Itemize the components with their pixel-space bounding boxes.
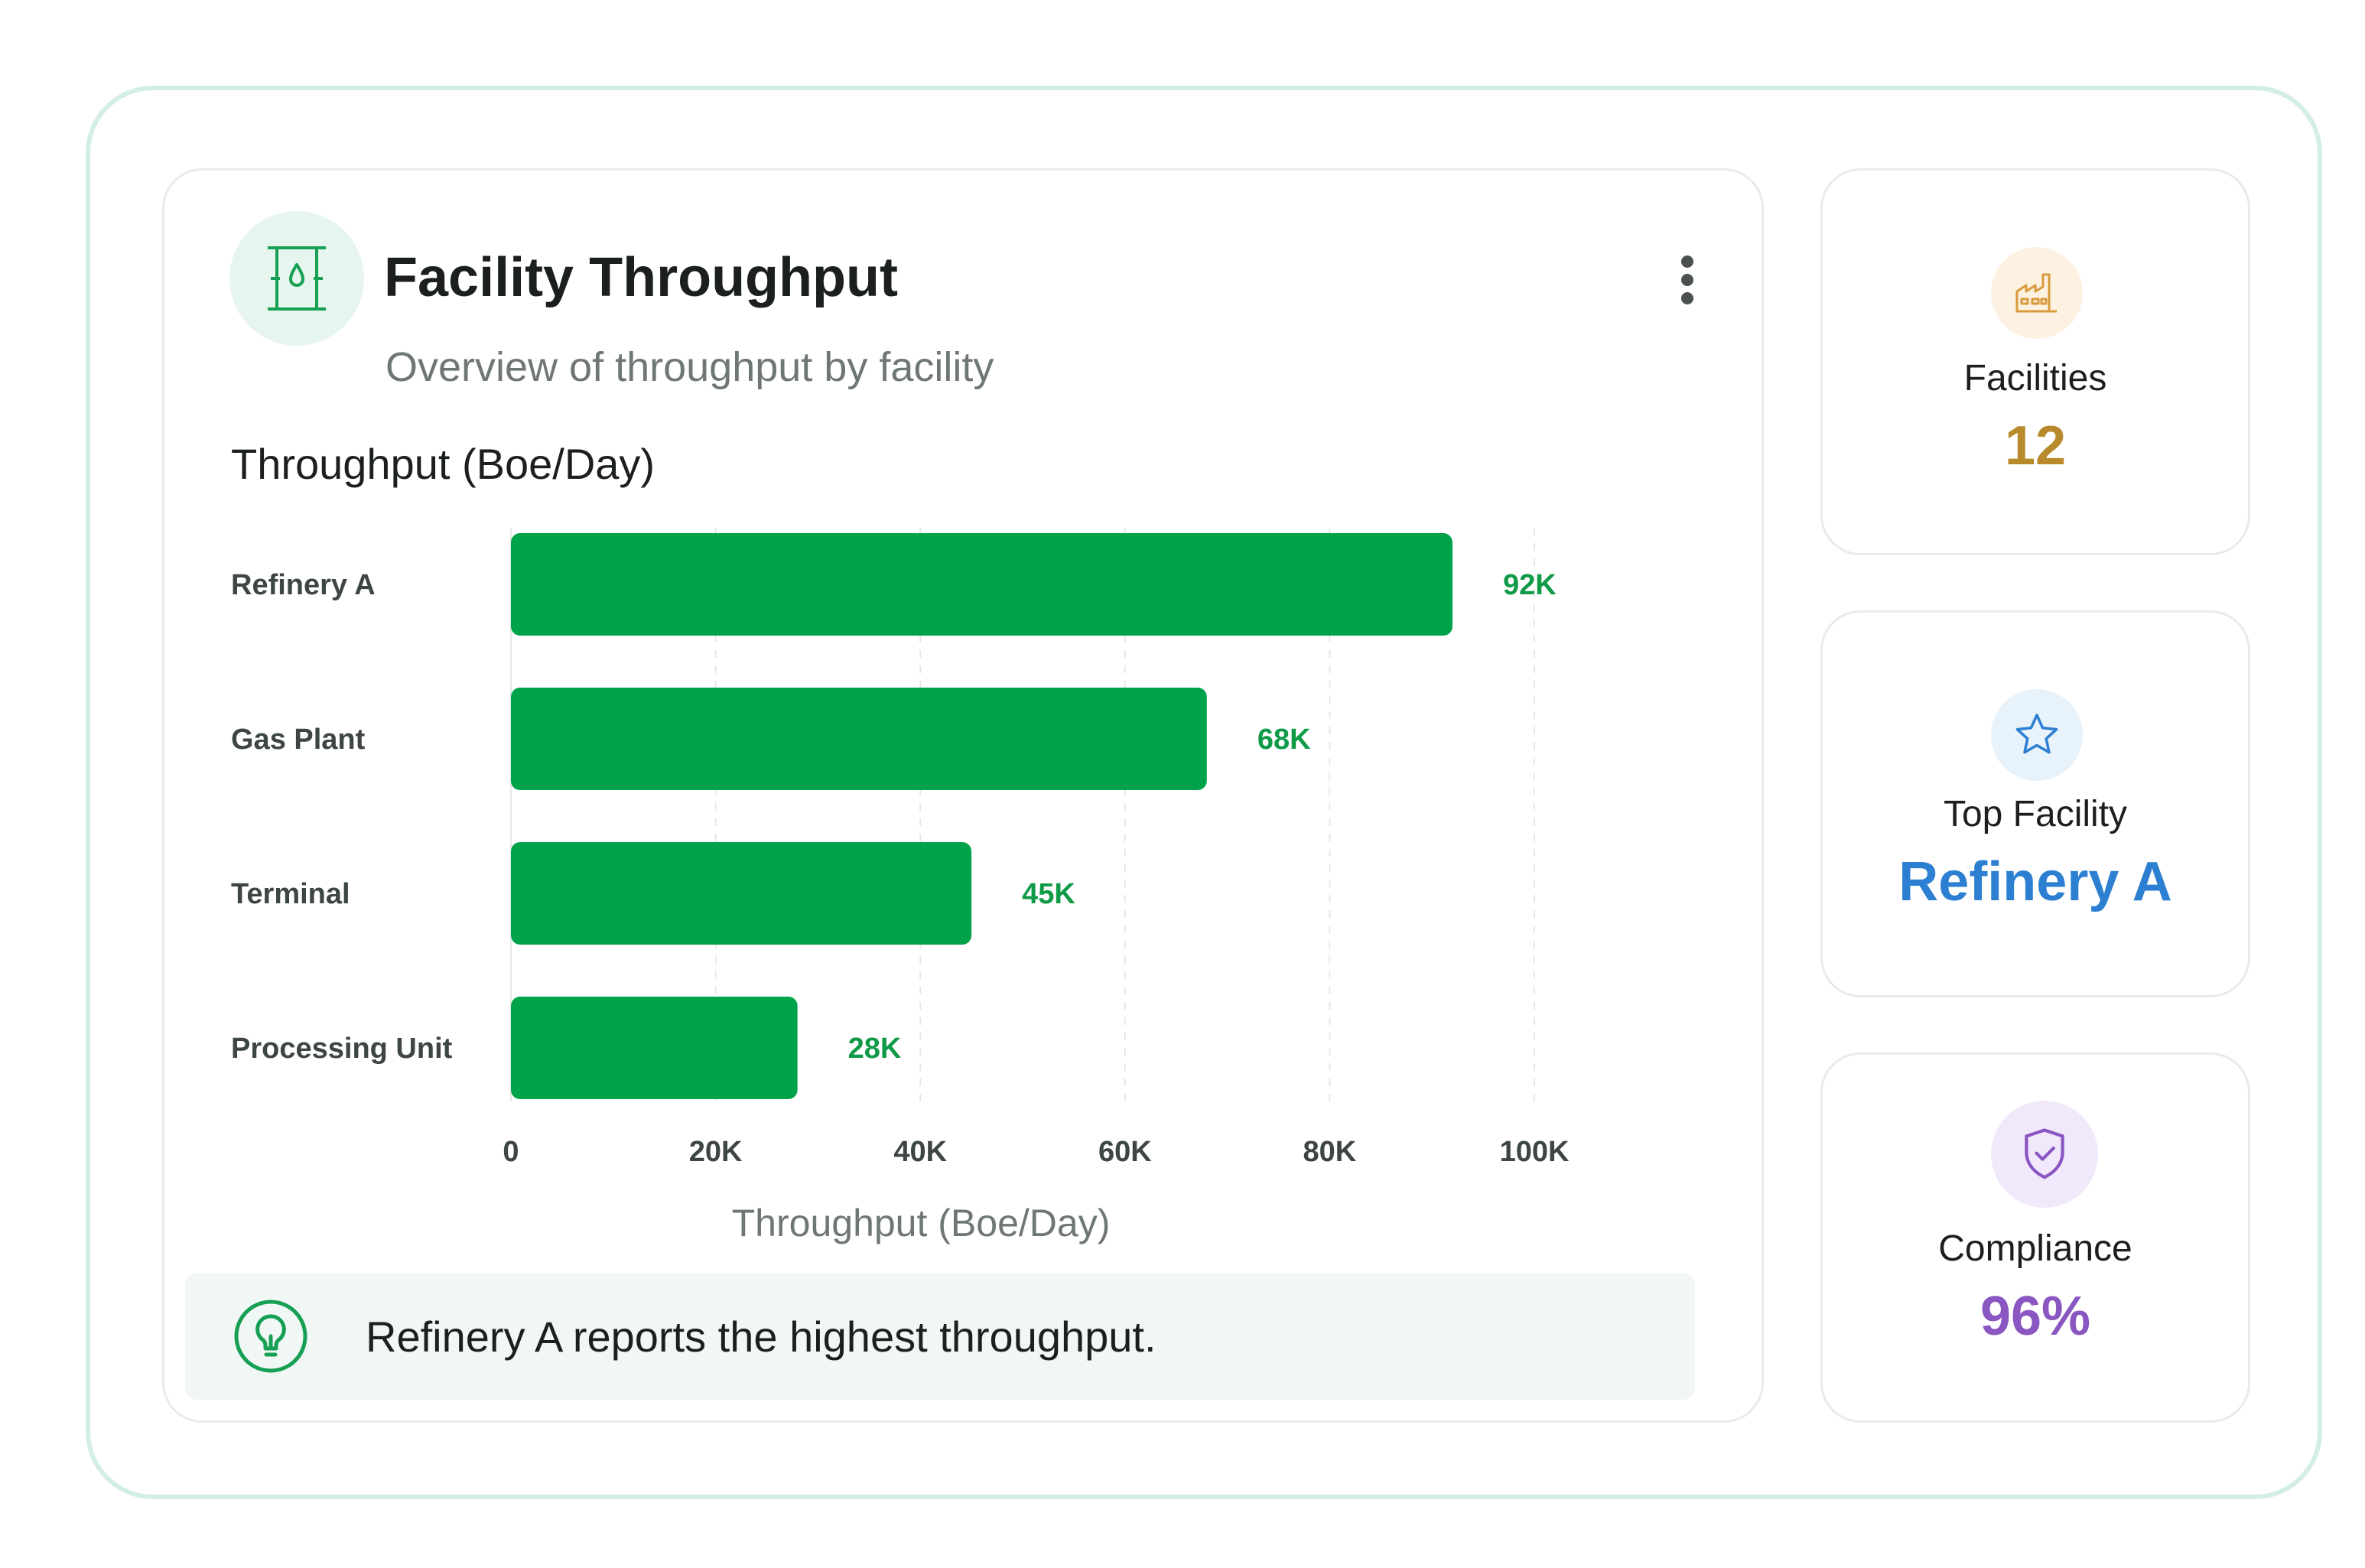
shield-check-icon [2025, 1128, 2064, 1179]
data-label: 45K [1022, 878, 1075, 910]
bar [511, 997, 798, 1099]
x-tick-label: 60K [1098, 1136, 1152, 1168]
compliance-label: Compliance [1938, 1228, 2132, 1269]
page-title: Facility Throughput [384, 247, 898, 308]
x-tick-label: 0 [503, 1136, 519, 1168]
kebab-dot [1681, 255, 1693, 268]
top-facility-label: Top Facility [1943, 794, 2128, 834]
throughput-card [162, 168, 1764, 1423]
data-label: 92K [1503, 569, 1557, 601]
x-axis-label: Throughput (Boe/Day) [732, 1202, 1111, 1244]
facilities-stat-card: Facilities 12 [1820, 168, 2250, 555]
factory-icon [2015, 273, 2057, 313]
page-subtitle: Overview of throughput by facility [385, 344, 994, 390]
star-icon [2015, 714, 2058, 754]
bar [511, 688, 1207, 790]
bar [511, 842, 972, 945]
top-facility-value: Refinery A [1898, 851, 2172, 912]
more-options-button[interactable] [1672, 245, 1703, 314]
data-label: 68K [1257, 724, 1311, 756]
lightbulb-icon [234, 1300, 307, 1373]
category-label: Processing Unit [231, 1033, 453, 1065]
category-label: Gas Plant [231, 724, 366, 756]
x-tick-label: 80K [1303, 1136, 1357, 1168]
x-tick-label: 20K [689, 1136, 743, 1168]
x-tick-label: 100K [1500, 1136, 1570, 1168]
insight-banner: Refinery A reports the highest throughpu… [185, 1273, 1695, 1400]
facilities-label: Facilities [1963, 358, 2107, 399]
x-tick-label: 40K [893, 1136, 947, 1168]
insight-text: Refinery A reports the highest throughpu… [366, 1313, 1156, 1361]
oil-barrel-icon [268, 246, 326, 311]
compliance-value: 96% [1980, 1286, 2091, 1347]
compliance-icon-badge [1991, 1101, 2098, 1208]
facilities-value: 12 [2004, 415, 2067, 477]
kebab-dot [1681, 292, 1693, 304]
facilities-icon-badge [1991, 247, 2083, 339]
kebab-dot [1681, 274, 1693, 286]
top-facility-stat-card: Top Facility Refinery A [1820, 610, 2250, 997]
bar [511, 533, 1453, 636]
chart-heading: Throughput (Boe/Day) [231, 440, 655, 488]
category-label: Terminal [231, 878, 350, 910]
compliance-stat-card: Compliance 96% [1820, 1052, 2250, 1423]
data-label: 28K [848, 1033, 902, 1065]
top-facility-icon-badge [1991, 689, 2083, 781]
header-icon-badge [229, 211, 364, 346]
category-label: Refinery A [231, 569, 376, 601]
